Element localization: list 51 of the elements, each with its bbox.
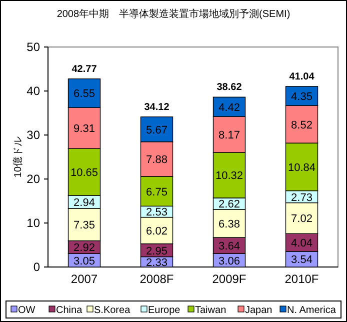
- data-label: 3.06: [218, 255, 240, 268]
- data-label: 10.65: [70, 167, 98, 180]
- total-label: 34.12: [144, 102, 170, 113]
- data-label: 6.75: [146, 186, 168, 198]
- legend-label: Europe: [148, 305, 181, 316]
- data-label: 4.42: [218, 102, 240, 114]
- data-label: 4.04: [291, 238, 312, 250]
- total-label: 42.77: [72, 64, 98, 75]
- x-tick-label: 2010F: [284, 272, 319, 286]
- y-tick-label: 10: [26, 216, 40, 230]
- y-tick-label: 30: [26, 128, 40, 142]
- data-label: 6.02: [146, 226, 168, 238]
- legend-label: China: [56, 305, 83, 316]
- legend-label: Taiwan: [195, 305, 226, 316]
- data-label: 10.84: [288, 162, 316, 174]
- x-tick-label: 2008F: [140, 272, 174, 286]
- data-label: 6.55: [74, 88, 95, 100]
- data-label: 7.88: [146, 154, 168, 166]
- data-label: 8.52: [291, 119, 312, 132]
- legend-label: Japan: [245, 305, 272, 316]
- data-label: 10.32: [215, 170, 244, 182]
- x-tick-label: 2007: [70, 272, 98, 286]
- data-label: 2.73: [291, 192, 312, 204]
- data-label: 4.35: [291, 90, 312, 103]
- data-label: 3.64: [218, 240, 240, 253]
- data-label: 3.05: [74, 255, 95, 268]
- legend-label: S.Korea: [94, 305, 131, 316]
- data-label: 7.02: [291, 213, 312, 226]
- data-label: 2.95: [146, 245, 168, 258]
- data-label: 2.53: [146, 206, 168, 219]
- data-label: 5.67: [146, 124, 168, 136]
- x-tick-label: 2009F: [212, 272, 246, 286]
- data-label: 2.62: [218, 198, 240, 211]
- total-label: 38.62: [216, 82, 242, 94]
- data-label: 2.33: [146, 256, 168, 269]
- total-label: 41.04: [289, 71, 315, 82]
- y-axis-title: 10億ドル: [12, 136, 24, 178]
- data-label: 7.35: [74, 220, 95, 232]
- chart-title: 2008年中期 半導体製造装置市場地域別予測(SEMI): [56, 8, 290, 20]
- y-tick-label: 50: [26, 40, 40, 54]
- data-label: 2.92: [74, 242, 95, 254]
- data-label: 8.17: [218, 130, 240, 142]
- data-label: 6.38: [218, 218, 240, 230]
- legend-label: OW: [18, 305, 36, 316]
- legend-label: N. America: [287, 305, 336, 316]
- y-tick-label: 40: [26, 84, 40, 98]
- y-tick-label: 0: [33, 260, 40, 274]
- y-tick-label: 20: [26, 172, 40, 186]
- data-label: 2.94: [74, 196, 95, 209]
- data-label: 9.31: [74, 123, 95, 136]
- data-label: 3.54: [291, 254, 312, 266]
